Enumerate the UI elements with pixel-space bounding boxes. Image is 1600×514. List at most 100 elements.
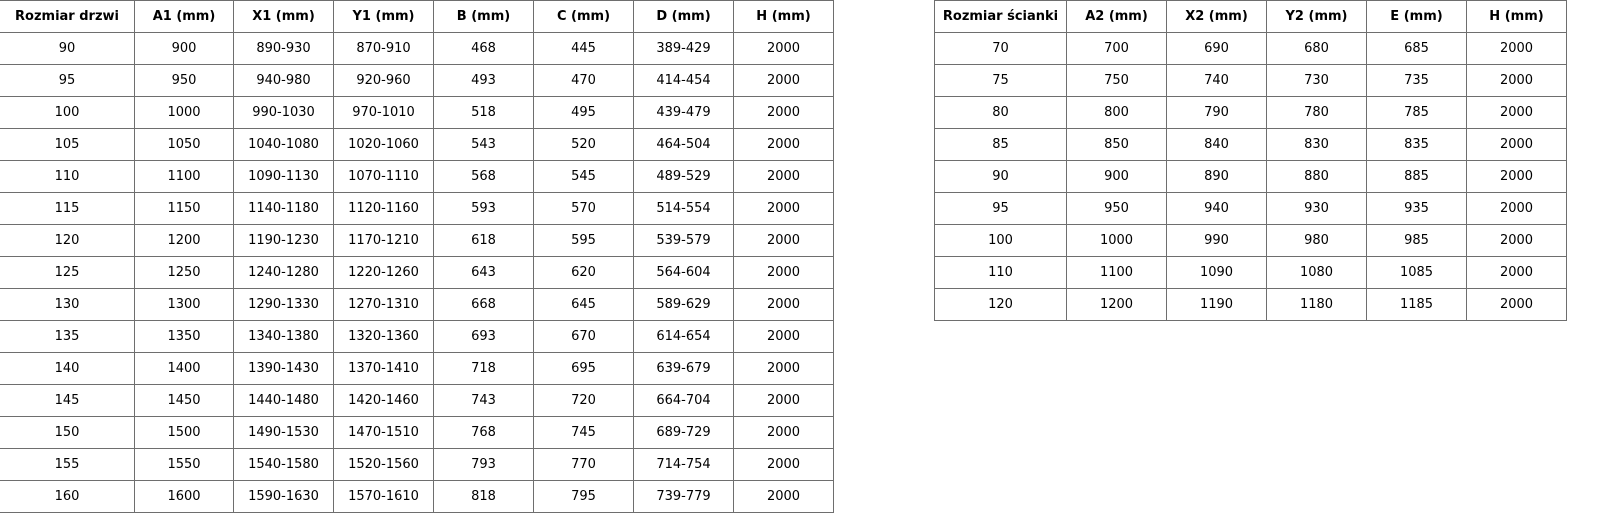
table-cell: 980 (1266, 224, 1367, 257)
table-cell: 720 (533, 384, 634, 417)
table-cell: 100 (0, 96, 135, 129)
table-cell: 95 (934, 192, 1067, 225)
table-cell: 743 (433, 384, 534, 417)
table-cell: 900 (134, 32, 234, 65)
table-cell: 2000 (733, 256, 834, 289)
table-cell: 785 (1366, 96, 1467, 129)
table-cell: 1550 (134, 448, 234, 481)
table-row: 70 700 690 680 685 2000 (934, 32, 1567, 65)
table-row: 160 1600 1590-1630 1570-1610 818 795 739-779 20… (0, 480, 834, 513)
table-cell: 1320-1360 (333, 320, 434, 353)
table-row: 110 1100 1090 1080 1085 2000 (934, 256, 1567, 289)
table-cell: 2000 (733, 288, 834, 321)
table-cell: 150 (0, 416, 135, 449)
column-header: D (mm) (633, 0, 734, 33)
table-cell: 690 (1166, 32, 1267, 65)
table-cell: 115 (0, 192, 135, 225)
wall-size-table: Rozmiar ścianki A2 (mm) X2 (mm) Y2 (mm) E (m… (934, 0, 1567, 321)
table-row: 130 1300 1290-1330 1270-1310 668 645 589-629 20… (0, 288, 834, 321)
table-cell: 1240-1280 (233, 256, 334, 289)
table-cell: 1500 (134, 416, 234, 449)
table-cell: 790 (1166, 96, 1267, 129)
table-cell: 2000 (733, 352, 834, 385)
table-cell: 2000 (733, 448, 834, 481)
table-cell: 670 (533, 320, 634, 353)
table-cell: 1070-1110 (333, 160, 434, 193)
table-cell: 145 (0, 384, 135, 417)
table-cell: 1290-1330 (233, 288, 334, 321)
table-cell: 745 (533, 416, 634, 449)
header-row: Rozmiar drzwi A1 (mm) X1 (mm) Y1 (mm) B (mm)… (0, 0, 834, 33)
table-cell: 2000 (733, 64, 834, 97)
table-cell: 470 (533, 64, 634, 97)
table-cell: 1020-1060 (333, 128, 434, 161)
table-cell: 1090-1130 (233, 160, 334, 193)
table-row: 140 1400 1390-1430 1370-1410 718 695 639-679 20… (0, 352, 834, 385)
table-cell: 1270-1310 (333, 288, 434, 321)
table-row: 95 950 940 930 935 2000 (934, 192, 1567, 225)
table-cell: 100 (934, 224, 1067, 257)
table-cell: 595 (533, 224, 634, 257)
table-cell: 70 (934, 32, 1067, 65)
table-cell: 835 (1366, 128, 1467, 161)
table-cell: 890-930 (233, 32, 334, 65)
table-cell: 570 (533, 192, 634, 225)
table-cell: 120 (0, 224, 135, 257)
table-cell: 639-679 (633, 352, 734, 385)
table-cell: 1090 (1166, 256, 1267, 289)
table-row: 100 1000 990 980 985 2000 (934, 224, 1567, 257)
table-cell: 439-479 (633, 96, 734, 129)
table-row: 90 900 890-930 870-910 468 445 389-429 2000 (0, 32, 834, 65)
table-cell: 2000 (1466, 192, 1567, 225)
table-cell: 770 (533, 448, 634, 481)
table-cell: 95 (0, 64, 135, 97)
table-cell: 445 (533, 32, 634, 65)
table-row: 125 1250 1240-1280 1220-1260 643 620 564-604 20… (0, 256, 834, 289)
table-cell: 135 (0, 320, 135, 353)
table-cell: 680 (1266, 32, 1367, 65)
column-header: Rozmiar ścianki (934, 0, 1067, 33)
table-row: 155 1550 1540-1580 1520-1560 793 770 714-754 20… (0, 448, 834, 481)
table-cell: 1190 (1166, 288, 1267, 321)
table-cell: 1600 (134, 480, 234, 513)
table-cell: 2000 (733, 480, 834, 513)
table-cell: 739-779 (633, 480, 734, 513)
table-cell: 1420-1460 (333, 384, 434, 417)
table-cell: 568 (433, 160, 534, 193)
table-cell: 105 (0, 128, 135, 161)
table-cell: 950 (134, 64, 234, 97)
table-cell: 75 (934, 64, 1067, 97)
table-cell: 125 (0, 256, 135, 289)
table-cell: 489-529 (633, 160, 734, 193)
table-cell: 2000 (1466, 160, 1567, 193)
table-cell: 593 (433, 192, 534, 225)
table-cell: 1390-1430 (233, 352, 334, 385)
table-cell: 2000 (1466, 64, 1567, 97)
table-cell: 1200 (1066, 288, 1167, 321)
table-cell: 2000 (733, 96, 834, 129)
table-cell: 1540-1580 (233, 448, 334, 481)
table-cell: 2000 (733, 160, 834, 193)
table-cell: 1450 (134, 384, 234, 417)
table-row: 120 1200 1190 1180 1185 2000 (934, 288, 1567, 321)
table-row: 150 1500 1490-1530 1470-1510 768 745 689-729 20… (0, 416, 834, 449)
column-header: H (mm) (733, 0, 834, 33)
table-cell: 120 (934, 288, 1067, 321)
table-cell: 545 (533, 160, 634, 193)
table-cell: 1470-1510 (333, 416, 434, 449)
table-cell: 870-910 (333, 32, 434, 65)
column-header: C (mm) (533, 0, 634, 33)
table-cell: 389-429 (633, 32, 734, 65)
table-cell: 1040-1080 (233, 128, 334, 161)
table-cell: 1590-1630 (233, 480, 334, 513)
table-cell: 930 (1266, 192, 1367, 225)
table-cell: 940 (1166, 192, 1267, 225)
table-cell: 464-504 (633, 128, 734, 161)
table-cell: 1490-1530 (233, 416, 334, 449)
table-cell: 2000 (1466, 288, 1567, 321)
table-cell: 2000 (733, 192, 834, 225)
table-cell: 1085 (1366, 256, 1467, 289)
table-cell: 1190-1230 (233, 224, 334, 257)
table-cell: 1400 (134, 352, 234, 385)
table-cell: 589-629 (633, 288, 734, 321)
